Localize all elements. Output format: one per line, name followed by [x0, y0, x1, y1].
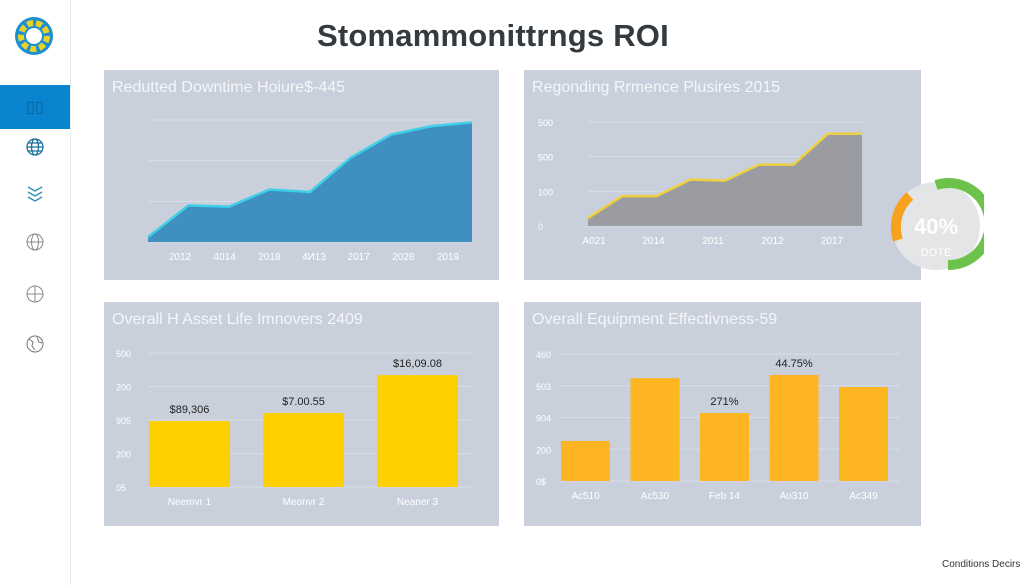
y-tick-label: 500: [538, 153, 553, 163]
donut-green-arc: [934, 178, 984, 271]
oee-bar-chart: 0$ 200 904 503 460 Ac510 Ac530 Feb 14 271% Ao310 4…: [536, 350, 900, 502]
x-tick-label: Neemvr 1: [168, 497, 212, 508]
sidebar-item-globe-3[interactable]: [0, 272, 70, 316]
donut-gauge: 40% DOTE: [890, 178, 984, 271]
y-tick-label: 0$: [536, 477, 546, 487]
world-map-icon: [26, 335, 44, 353]
bar: [263, 412, 344, 487]
x-tick-label: Ac530: [641, 491, 670, 502]
chart-title: Redutted Downtime Hoiure$-445: [112, 79, 346, 96]
x-tick-label: 2012: [761, 236, 784, 247]
x-tick-label: Neaner 3: [397, 497, 439, 508]
y-tick-label: 500: [116, 349, 131, 359]
bar: [377, 375, 458, 487]
x-tick-label: 2019: [437, 252, 460, 263]
chart-title: Overall Equipment Effectivness-59: [532, 311, 778, 328]
series-line: [587, 132, 862, 220]
y-tick-label: 200: [116, 383, 131, 393]
asset-life-chart-panel: Overall H Asset Life Imnovers 2409 05 200…: [104, 302, 499, 526]
globe-icon: [26, 285, 44, 303]
sidebar-item-globe-2[interactable]: [0, 220, 70, 264]
footer-text: Conditions Decirs: [942, 559, 1021, 570]
downtime-area-chart: 2012 4014 2018 4И13 2017 2028 2019: [147, 119, 473, 263]
bar: [769, 374, 819, 481]
x-tick-label: Ac510: [571, 491, 600, 502]
oee-chart-panel: Overall Equipment Effectivness-59 0$ 200 9…: [524, 302, 921, 526]
x-tick-label: A021: [582, 236, 606, 247]
y-tick-label: 460: [536, 350, 551, 360]
x-tick-label: Ac349: [849, 491, 878, 502]
area-fill: [588, 133, 862, 226]
globe-icon: [26, 138, 44, 156]
y-tick-label: 904: [536, 414, 551, 424]
y-tick-label: 500: [538, 118, 553, 128]
y-tick-label: 200: [536, 445, 551, 455]
data-label: $89,306: [170, 404, 210, 416]
donut-background: [892, 182, 980, 270]
x-tick-label: 2014: [642, 236, 665, 247]
x-tick-label: 4И13: [302, 252, 326, 263]
donut-label: DOTE: [921, 247, 952, 259]
bar: [149, 421, 230, 487]
sidebar-item-world-map[interactable]: [0, 322, 70, 366]
page-title: Stomammonittrngs ROI: [317, 18, 669, 53]
donut-orange-arc: [890, 192, 914, 242]
x-tick-label: Meonvr 2: [283, 497, 325, 508]
y-tick-label: 0: [538, 222, 543, 232]
x-tick-label: 4014: [214, 252, 237, 263]
performance-chart-panel: Regonding Rrmence Plusires 2015 A021 2014…: [524, 70, 921, 280]
layers-icon: [27, 186, 43, 202]
sidebar-item-dashboard[interactable]: ▯▯: [0, 85, 70, 129]
x-tick-label: 2028: [392, 252, 415, 263]
bar: [630, 378, 680, 481]
y-tick-label: 200: [116, 450, 131, 460]
data-label: 271%: [710, 396, 738, 408]
y-tick-label: 905: [116, 416, 131, 426]
dashboard-icon: ▯▯: [26, 99, 44, 116]
bar: [839, 387, 888, 481]
data-label: $7.00.55: [282, 396, 325, 408]
downtime-chart-panel: Redutted Downtime Hoiure$-445 2012 4014 20…: [104, 70, 499, 280]
x-tick-label: Feb 14: [709, 491, 741, 502]
x-tick-label: 2011: [702, 236, 724, 247]
chart-title: Regonding Rrmence Plusires 2015: [532, 79, 781, 96]
area-fill: [148, 122, 472, 242]
x-tick-label: 2012: [169, 252, 192, 263]
x-tick-label: 2018: [258, 252, 281, 263]
bar: [561, 440, 610, 481]
sidebar: ▯▯: [0, 0, 71, 585]
gear-logo-icon: [15, 17, 53, 55]
x-tick-label: 2017: [821, 236, 844, 247]
donut-value: 40%: [914, 214, 958, 239]
sidebar-item-globe[interactable]: [0, 125, 70, 169]
bar: [700, 413, 749, 481]
series-line: [147, 121, 473, 239]
chart-title: Overall H Asset Life Imnovers 2409: [112, 311, 363, 328]
globe-icon: [26, 233, 44, 251]
performance-area-chart: A021 2014 2011 2012 2017 0 100 500 500: [538, 118, 862, 247]
x-tick-label: 2017: [348, 252, 371, 263]
data-label: $16,09.08: [393, 358, 442, 370]
sidebar-item-layers[interactable]: [0, 170, 70, 214]
y-tick-label: 100: [538, 187, 553, 197]
y-tick-label: 503: [536, 382, 551, 392]
asset-life-bar-chart: 05 200 905 200 500 Neemvr 1 $89,306 Meonvr 2 $7.…: [116, 349, 474, 508]
data-label: 44.75%: [775, 358, 813, 370]
x-tick-label: Ao310: [780, 491, 809, 502]
y-tick-label: 05: [116, 483, 126, 493]
